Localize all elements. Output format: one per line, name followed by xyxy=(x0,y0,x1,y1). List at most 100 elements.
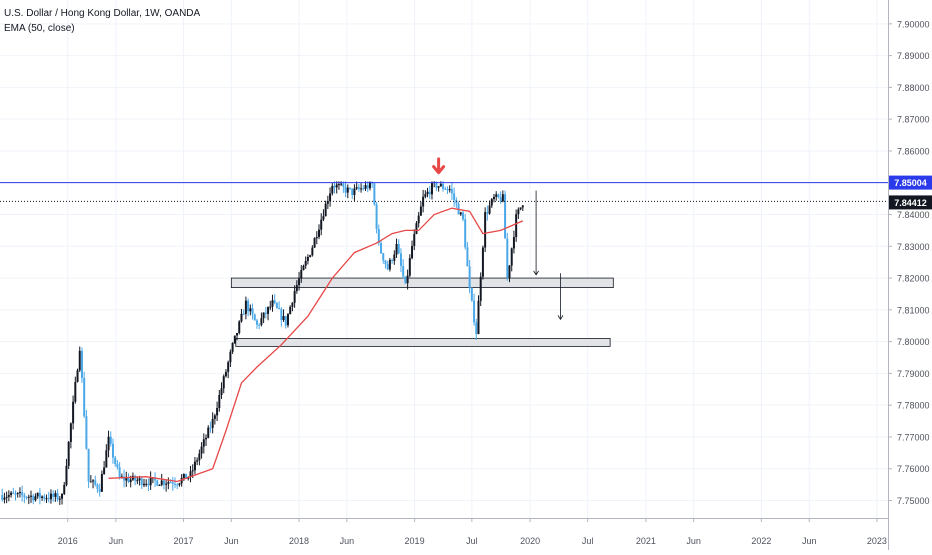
red-arrow-down-icon[interactable] xyxy=(432,165,446,175)
candle-body xyxy=(140,478,143,486)
candle-body xyxy=(16,493,19,495)
support-zone-box[interactable] xyxy=(230,277,614,289)
candle-body xyxy=(233,335,236,344)
last-price-tag-bg xyxy=(889,195,932,210)
y-tick-label: 7.88000 xyxy=(897,83,930,93)
candle-body xyxy=(123,476,126,481)
candle-body xyxy=(61,493,64,499)
arrow-down-icon[interactable] xyxy=(533,270,539,276)
candle-body xyxy=(56,493,59,500)
candle-body xyxy=(138,478,141,481)
candle-body xyxy=(406,275,409,284)
candle-body xyxy=(384,260,387,265)
candle-body xyxy=(165,483,168,485)
candle-body xyxy=(286,314,289,326)
candle-body xyxy=(506,238,509,278)
candle-body xyxy=(27,496,30,498)
candle-body xyxy=(94,480,97,485)
candle-body xyxy=(486,212,489,214)
candle-body xyxy=(446,189,449,191)
candle-body xyxy=(251,308,254,315)
x-tick-label: 2018 xyxy=(289,536,309,546)
candle-body xyxy=(380,242,383,254)
candle-body xyxy=(393,254,396,261)
candle-body xyxy=(118,467,121,478)
candle-body xyxy=(475,322,478,335)
last-price-tag: 7.84412 xyxy=(894,198,927,208)
candle-body xyxy=(25,497,28,499)
candle-body xyxy=(247,300,250,312)
candle-body xyxy=(240,313,243,322)
candle-body xyxy=(14,493,17,495)
y-tick-label: 7.77000 xyxy=(897,432,930,442)
candle-body xyxy=(36,492,39,497)
candle-body xyxy=(30,495,33,497)
resistance-price-tag: 7.85004 xyxy=(894,178,927,188)
support-zone-box[interactable] xyxy=(235,338,611,347)
indicator-label: EMA (50, close) xyxy=(4,23,75,34)
candle-body xyxy=(80,350,83,379)
candle-body xyxy=(450,189,453,194)
candle-body xyxy=(278,307,281,310)
y-tick-label: 7.84000 xyxy=(897,210,930,220)
candle-body xyxy=(156,480,159,486)
candle-body xyxy=(360,188,363,190)
candle-body xyxy=(147,483,150,486)
candle-body xyxy=(211,418,214,428)
candle-body xyxy=(497,194,500,198)
candle-body xyxy=(191,470,194,472)
candle-body xyxy=(49,493,52,500)
candle-body xyxy=(32,495,35,501)
candle-body xyxy=(253,314,256,321)
candle-body xyxy=(196,460,199,462)
candle-body xyxy=(461,212,464,220)
candle-body xyxy=(293,291,296,303)
candle-body xyxy=(67,441,70,466)
candle-body xyxy=(171,482,174,484)
candle-body xyxy=(346,187,349,193)
candle-body xyxy=(178,483,181,485)
candle-body xyxy=(76,370,79,382)
candle-body xyxy=(468,266,471,288)
candle-body xyxy=(355,187,358,189)
candle-body xyxy=(375,204,378,230)
candle-body xyxy=(224,371,227,377)
candle-body xyxy=(437,186,440,188)
candle-body xyxy=(242,313,245,315)
annotations[interactable] xyxy=(432,157,564,321)
candle-body xyxy=(397,244,400,254)
candle-body xyxy=(134,475,137,481)
candle-body xyxy=(23,495,26,498)
candle-body xyxy=(69,423,72,442)
candle-body xyxy=(275,303,278,308)
candle-body xyxy=(289,306,292,315)
candle-body xyxy=(7,495,10,497)
candle-body xyxy=(169,482,172,484)
candle-body xyxy=(459,212,462,215)
candle-body xyxy=(207,427,210,438)
candle-body xyxy=(386,264,389,270)
candle-body xyxy=(373,183,376,205)
candle-body xyxy=(470,287,473,301)
candle-body xyxy=(96,484,99,490)
candle-body xyxy=(258,324,261,326)
candle-body xyxy=(311,247,314,256)
candle-body xyxy=(366,185,369,189)
x-tick-label: 2020 xyxy=(520,536,540,546)
candle-body xyxy=(282,316,285,320)
y-tick-label: 7.78000 xyxy=(897,401,930,411)
x-tick-label: Jun xyxy=(224,536,239,546)
candle-body xyxy=(417,215,420,224)
candle-body xyxy=(368,181,371,189)
candle-body xyxy=(145,483,148,485)
candle-body xyxy=(92,480,95,482)
candle-body xyxy=(335,184,338,188)
candle-body xyxy=(213,415,216,419)
candle-body xyxy=(477,300,480,335)
candle-body xyxy=(103,467,106,474)
y-tick-label: 7.75000 xyxy=(897,496,930,506)
arrow-down-icon[interactable] xyxy=(557,315,564,321)
candle-body xyxy=(317,229,320,237)
